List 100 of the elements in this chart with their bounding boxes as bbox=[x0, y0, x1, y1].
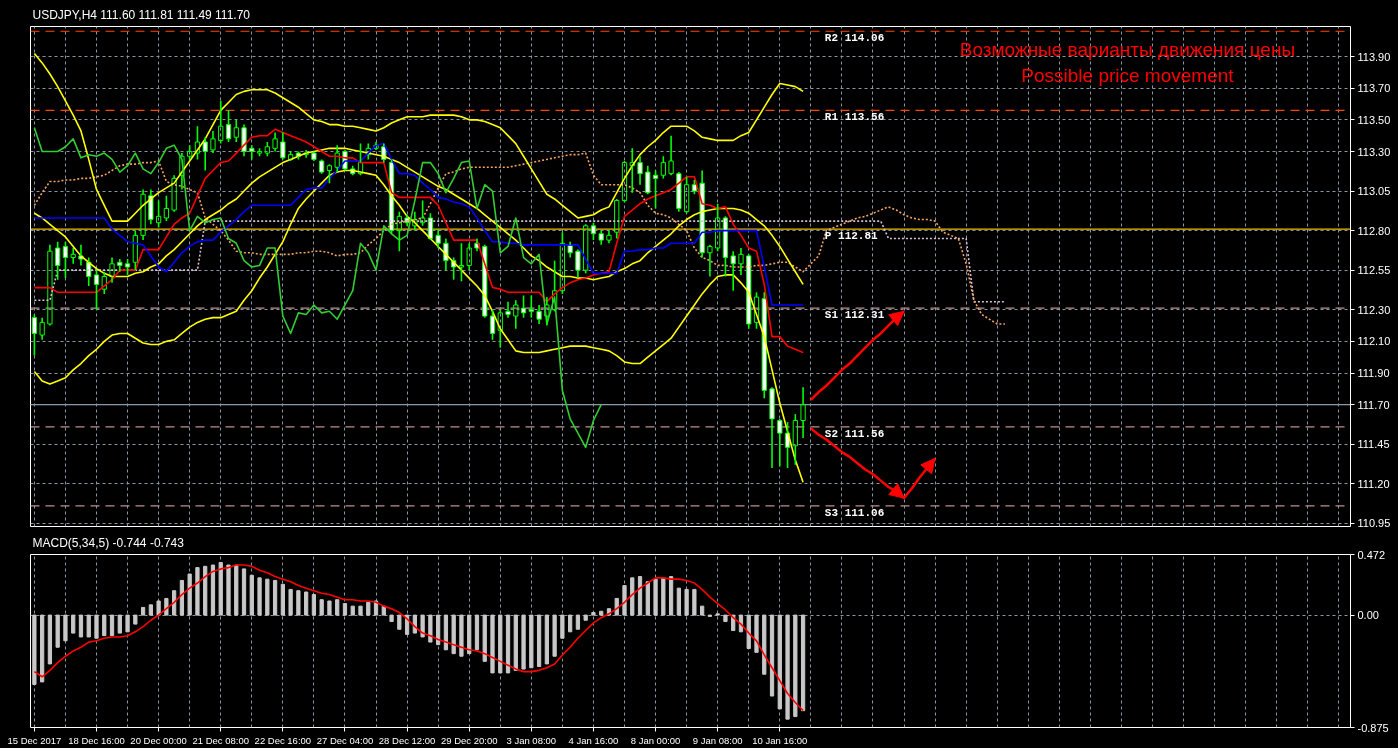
bar bbox=[723, 614, 728, 623]
bar bbox=[436, 614, 441, 646]
bar bbox=[599, 610, 604, 616]
x-tick-label: 21 Dec 08:00 bbox=[192, 734, 249, 746]
bar bbox=[125, 614, 130, 633]
bar bbox=[304, 591, 309, 616]
bar bbox=[342, 603, 348, 616]
bar bbox=[63, 614, 68, 642]
bar bbox=[676, 587, 681, 616]
bar bbox=[552, 614, 557, 657]
bar bbox=[560, 614, 565, 639]
x-tick-label: 18 Dec 16:00 bbox=[68, 734, 125, 746]
bar bbox=[800, 614, 806, 712]
bar bbox=[280, 583, 285, 616]
bar bbox=[498, 614, 503, 674]
bar bbox=[544, 614, 549, 665]
bar bbox=[249, 574, 254, 616]
bar bbox=[172, 590, 177, 616]
bar bbox=[234, 564, 239, 616]
bar bbox=[622, 585, 627, 616]
x-tick-label: 9 Jan 08:00 bbox=[692, 734, 743, 746]
bar bbox=[311, 594, 317, 616]
bar bbox=[272, 579, 278, 616]
bar bbox=[195, 567, 200, 616]
x-tick-label: 29 Dec 20:00 bbox=[440, 734, 498, 746]
bar bbox=[668, 576, 674, 616]
bar bbox=[203, 565, 208, 616]
bar bbox=[661, 577, 666, 616]
bar bbox=[288, 588, 293, 616]
bar bbox=[420, 614, 425, 638]
y-tick-label: 0.472 bbox=[1357, 548, 1386, 561]
bar bbox=[350, 605, 355, 616]
bar bbox=[536, 614, 542, 667]
bar bbox=[769, 614, 775, 697]
bar bbox=[467, 614, 472, 655]
x-tick-label: 3 Jan 08:00 bbox=[506, 734, 557, 746]
bar bbox=[78, 614, 84, 638]
bar bbox=[583, 614, 588, 621]
bar bbox=[653, 578, 658, 616]
bar bbox=[630, 577, 635, 616]
bar bbox=[645, 581, 650, 616]
bar bbox=[397, 614, 402, 630]
bar bbox=[148, 604, 153, 616]
bar bbox=[102, 614, 107, 637]
bar bbox=[684, 588, 689, 616]
bar bbox=[568, 614, 573, 633]
x-tick-label: 4 Jan 16:00 bbox=[568, 734, 619, 746]
bar bbox=[319, 599, 324, 616]
y-tick-label: 110.95 bbox=[1357, 517, 1391, 530]
bar bbox=[575, 614, 581, 630]
y-tick-label: -0.875 bbox=[1357, 721, 1389, 734]
x-tick-label: 8 Jan 00:00 bbox=[630, 734, 681, 746]
bar bbox=[389, 614, 394, 623]
bar bbox=[187, 573, 192, 616]
x-tick-label: 28 Dec 12:00 bbox=[378, 734, 436, 746]
bar bbox=[529, 614, 534, 669]
bar bbox=[55, 614, 60, 648]
x-tick-label: 22 Dec 16:00 bbox=[254, 734, 312, 746]
bar bbox=[505, 614, 511, 674]
x-tick-label: 10 Jan 16:00 bbox=[752, 734, 808, 746]
bar bbox=[700, 605, 705, 616]
bar bbox=[156, 600, 161, 616]
line-series bbox=[33, 564, 804, 712]
bar bbox=[443, 614, 449, 651]
bar bbox=[218, 561, 223, 616]
bar bbox=[777, 614, 782, 710]
bar bbox=[459, 614, 464, 657]
x-tick-label: 15 Dec 2017 bbox=[7, 734, 62, 746]
bar bbox=[591, 612, 596, 616]
bar bbox=[428, 614, 433, 643]
bar bbox=[86, 614, 91, 638]
bar bbox=[179, 579, 185, 616]
bar bbox=[109, 614, 115, 637]
bar bbox=[140, 606, 146, 616]
bar bbox=[513, 614, 518, 671]
bar bbox=[47, 614, 53, 665]
bar bbox=[358, 605, 363, 616]
bar bbox=[241, 568, 247, 616]
bar bbox=[762, 614, 767, 675]
bar bbox=[94, 614, 99, 639]
y-tick-label: 0.00 bbox=[1357, 609, 1379, 622]
bar bbox=[746, 614, 751, 650]
bar bbox=[366, 601, 371, 616]
bar bbox=[692, 588, 697, 616]
bar bbox=[327, 600, 332, 616]
chart-title: MACD(5,34,5) -0.744 -0.743 bbox=[32, 535, 185, 550]
bar bbox=[474, 614, 480, 651]
bar bbox=[754, 614, 759, 653]
x-tick-label: 20 Dec 00:00 bbox=[130, 734, 187, 746]
bar bbox=[265, 578, 270, 616]
bar bbox=[490, 614, 495, 674]
bar bbox=[226, 564, 231, 616]
bar bbox=[482, 614, 487, 662]
bar bbox=[793, 614, 798, 718]
x-tick-label: 27 Dec 04:00 bbox=[316, 734, 374, 746]
bar bbox=[335, 599, 340, 616]
bar bbox=[71, 614, 76, 634]
bar bbox=[637, 576, 643, 616]
bar bbox=[521, 614, 526, 670]
bar bbox=[40, 614, 45, 683]
